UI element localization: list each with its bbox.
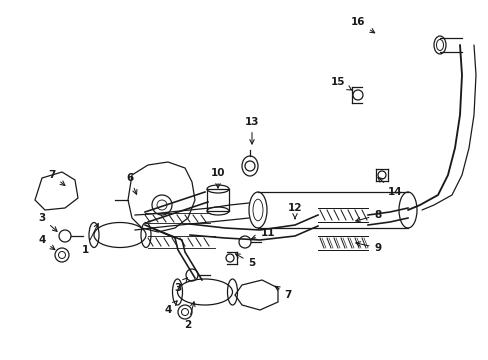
Text: 8: 8: [355, 210, 381, 222]
Text: 10: 10: [210, 168, 225, 188]
Text: 6: 6: [126, 173, 137, 194]
Text: 5: 5: [235, 254, 255, 268]
Text: 12: 12: [287, 203, 302, 219]
Text: 14: 14: [377, 177, 402, 197]
Text: 3: 3: [174, 278, 187, 293]
Text: 7: 7: [275, 286, 291, 300]
Text: 9: 9: [355, 242, 381, 253]
Text: 3: 3: [38, 213, 57, 231]
Text: 7: 7: [48, 170, 65, 185]
Text: 11: 11: [251, 228, 275, 239]
Text: 13: 13: [244, 117, 259, 144]
Text: 16: 16: [350, 17, 374, 33]
Text: 2: 2: [184, 302, 195, 330]
Text: 1: 1: [81, 224, 98, 255]
Text: 15: 15: [330, 77, 351, 90]
Text: 4: 4: [38, 235, 55, 249]
Text: 4: 4: [164, 301, 177, 315]
